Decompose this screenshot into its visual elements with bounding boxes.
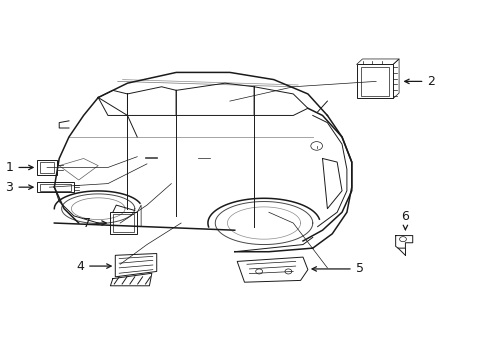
Text: 5: 5 xyxy=(311,262,363,275)
Bar xyxy=(110,212,137,234)
Bar xyxy=(356,64,392,98)
Text: 2: 2 xyxy=(404,75,434,88)
Bar xyxy=(37,160,57,175)
Bar xyxy=(37,182,74,192)
Text: 4: 4 xyxy=(76,260,111,273)
Text: 6: 6 xyxy=(401,210,408,230)
Bar xyxy=(40,162,54,173)
Text: 7: 7 xyxy=(82,216,106,230)
Bar xyxy=(113,215,134,231)
Bar xyxy=(40,184,71,190)
Bar xyxy=(360,67,388,95)
Text: 3: 3 xyxy=(5,181,33,194)
Text: 1: 1 xyxy=(5,161,33,174)
